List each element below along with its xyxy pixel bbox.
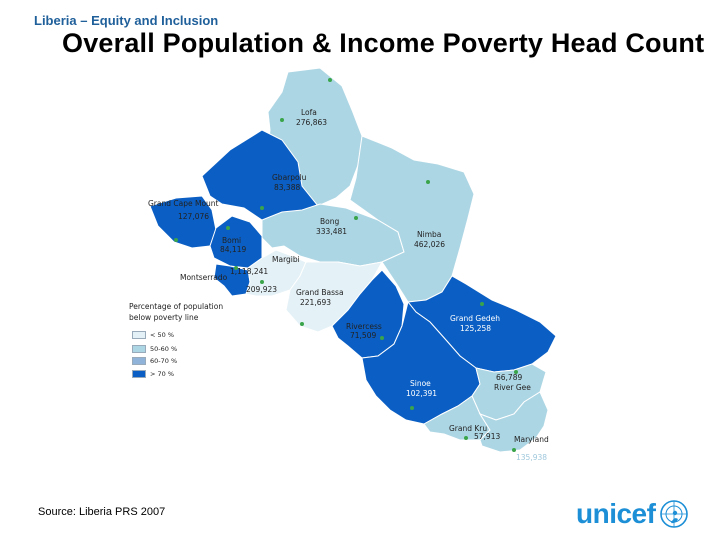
source-note: Source: Liberia PRS 2007 xyxy=(38,506,166,518)
legend-item-gt70: > 70 % xyxy=(132,369,174,378)
legend-title: Percentage of population below poverty l… xyxy=(129,301,223,323)
label-gbarpolu-value: 83,388 xyxy=(274,183,300,192)
label-bomi-name: Bomi xyxy=(222,236,241,245)
label-grand-gedeh-name: Grand Gedeh xyxy=(450,314,500,323)
unicef-logo: unicef xyxy=(576,498,689,530)
label-grand-kru-value: 57,913 xyxy=(474,432,500,441)
label-lofa-name: Lofa xyxy=(301,108,317,117)
county-bomi[interactable] xyxy=(209,215,263,269)
legend-title-line2: below poverty line xyxy=(129,313,199,322)
label-lofa-value: 276,863 xyxy=(296,118,327,127)
county-capital-markers xyxy=(174,78,518,452)
label-grand-bassa-value: 221,693 xyxy=(300,298,331,307)
legend-item-lt50: < 50 % xyxy=(132,330,174,339)
label-sinoe-name: Sinoe xyxy=(410,379,431,388)
legend-swatch-gt70 xyxy=(132,369,146,378)
legend-swatch-lt50 xyxy=(132,330,146,339)
label-nimba-name: Nimba xyxy=(417,230,441,239)
label-grand-gedeh-value: 125,258 xyxy=(460,324,491,333)
legend-item-60-70: 60-70 % xyxy=(132,356,177,365)
label-maryland-value: 135,938 xyxy=(516,453,547,462)
label-rivercess-value: 71,509 xyxy=(350,331,376,340)
label-grand-bassa-name: Grand Bassa xyxy=(296,288,344,297)
label-maryland-name: Maryland xyxy=(514,435,549,444)
legend-label-60-70: 60-70 % xyxy=(150,356,178,365)
county-rivercess[interactable] xyxy=(331,269,405,359)
label-grand-cape-mount-name: Grand Cape Mount xyxy=(148,199,219,208)
county-maryland[interactable] xyxy=(478,391,549,453)
slide-kicker: Liberia – Equity and Inclusion xyxy=(34,13,219,28)
label-bong-name: Bong xyxy=(320,217,339,226)
label-gbarpolu-name: Gbarpolu xyxy=(272,173,307,182)
label-sinoe-value: 102,391 xyxy=(406,389,437,398)
label-river-gee-name: River Gee xyxy=(494,383,531,392)
legend-item-50-60: 50-60 % xyxy=(132,344,177,353)
label-rivercess-name: Rivercess xyxy=(346,322,382,331)
label-grand-cape-mount-value: 127,076 xyxy=(178,212,209,221)
label-river-gee-value: 66,789 xyxy=(496,373,522,382)
label-bomi-value: 84,119 xyxy=(220,245,246,254)
legend-label-50-60: 50-60 % xyxy=(150,344,178,353)
label-bong-value: 333,481 xyxy=(316,227,347,236)
unicef-wordmark: unicef xyxy=(576,498,656,529)
unicef-emblem-icon xyxy=(660,500,689,528)
legend-swatch-60-70 xyxy=(132,356,146,365)
label-montserrado-value: 1,118,241 xyxy=(230,267,268,276)
label-montserrado-name: Montserrado xyxy=(180,273,228,282)
legend-label-lt50: < 50 % xyxy=(150,330,175,339)
legend-label-gt70: > 70 % xyxy=(150,369,175,378)
label-margibi-name: Margibi xyxy=(272,255,300,264)
legend-title-line1: Percentage of population xyxy=(129,302,224,311)
slide-title: Overall Population & Income Poverty Head… xyxy=(62,28,705,58)
label-margibi-value: 209,923 xyxy=(246,285,277,294)
label-grand-kru-name: Grand Kru xyxy=(449,424,487,433)
legend-swatch-50-60 xyxy=(132,344,146,353)
label-nimba-value: 462,026 xyxy=(414,240,445,249)
